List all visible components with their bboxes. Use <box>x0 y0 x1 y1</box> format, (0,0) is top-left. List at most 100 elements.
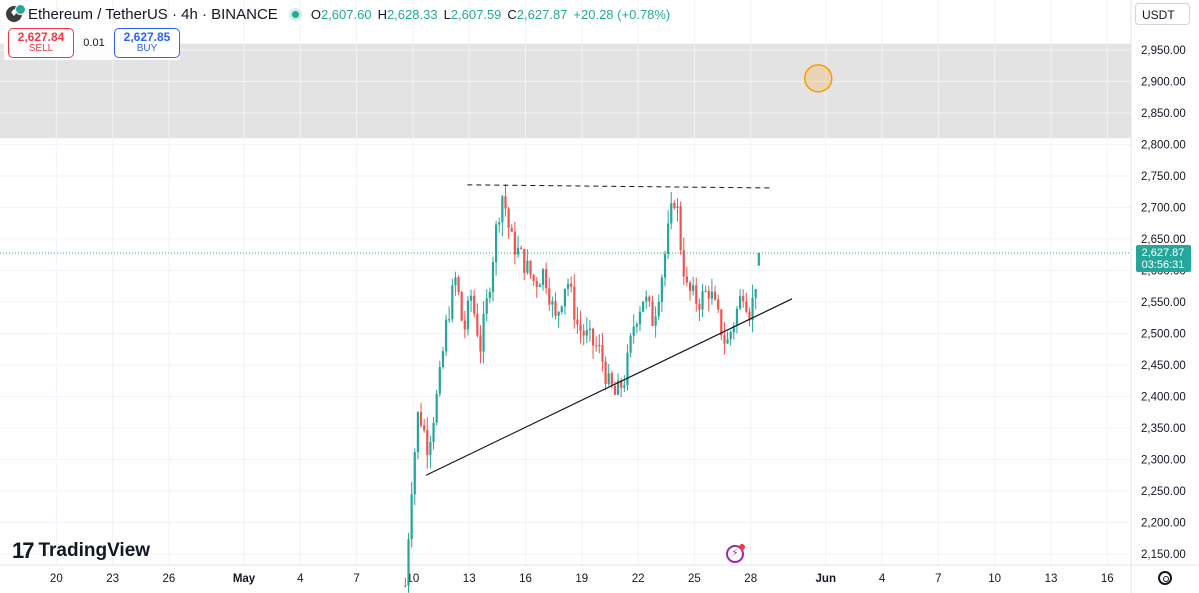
candle-body <box>642 301 645 312</box>
buy-button[interactable]: 2,627.85 BUY <box>114 28 180 58</box>
sell-label: SELL <box>28 43 54 55</box>
candle-body <box>548 288 551 305</box>
price-tick-label: 2,750.00 <box>1141 171 1186 183</box>
candle-body <box>566 283 570 289</box>
candle-body <box>738 296 742 309</box>
candle-body <box>707 290 710 299</box>
time-tick-label: 10 <box>988 573 1001 585</box>
candle-body <box>560 306 563 313</box>
support-trendline <box>425 298 793 476</box>
candle-body <box>507 208 510 228</box>
change-value: +20.28 (+0.78%) <box>573 6 671 22</box>
candle-body <box>704 290 707 292</box>
candle-body <box>591 328 595 346</box>
price-tick-label: 2,150.00 <box>1141 549 1186 561</box>
candle-body <box>551 301 554 305</box>
high-value: 2,628.33 <box>386 6 438 22</box>
symbol-title[interactable]: Ethereum / TetherUS · 4h · BINANCE <box>28 5 278 23</box>
candle-body <box>473 295 476 314</box>
candle-body <box>479 335 482 352</box>
price-tick-label: 2,650.00 <box>1141 234 1186 246</box>
candle-body <box>698 303 701 310</box>
time-tick-label: 23 <box>106 573 119 585</box>
candle-body <box>526 260 529 273</box>
tradingview-logo[interactable]: 17 TradingView <box>12 538 150 564</box>
candle-body <box>488 291 491 299</box>
candle-body <box>651 301 654 326</box>
candle-body <box>510 227 513 232</box>
candle-body <box>513 231 516 255</box>
candle-body <box>441 351 445 368</box>
candle-body <box>654 316 657 326</box>
candle-body <box>685 276 688 283</box>
candle-body <box>457 277 460 293</box>
bar-countdown-label: 03:56:31 <box>1142 259 1185 271</box>
market-status-icon <box>291 10 299 18</box>
sell-button[interactable]: 2,627.84 SELL <box>8 28 74 58</box>
candle-body <box>482 313 485 352</box>
supply-zone <box>0 43 1131 139</box>
price-tick-label: 2,500.00 <box>1141 329 1186 341</box>
candle-body <box>576 319 579 325</box>
candle-body <box>410 494 413 540</box>
candle-body <box>745 301 748 312</box>
price-tick-label: 2,700.00 <box>1141 203 1186 215</box>
candle-body <box>419 412 423 426</box>
candle-body <box>451 285 454 320</box>
candle-body <box>466 300 470 330</box>
chart-header: ♦ Ethereum / TetherUS · 4h · BINANCE O2,… <box>6 3 670 25</box>
open-label: O <box>310 6 321 22</box>
candle-body <box>498 222 501 225</box>
candle-body <box>501 196 504 223</box>
high-label: H <box>377 6 387 22</box>
candle-body <box>463 320 466 330</box>
candle-body <box>720 309 723 336</box>
candle-body <box>732 325 735 333</box>
candle-body <box>588 328 592 331</box>
candle-body <box>679 206 682 251</box>
time-tick-label: 26 <box>163 573 176 585</box>
price-tick-label: 2,800.00 <box>1141 140 1186 152</box>
time-tick-label: Jun <box>816 573 836 585</box>
time-tick-label: 20 <box>50 573 63 585</box>
candle-body <box>751 297 754 321</box>
settings-gear-icon[interactable] <box>1158 571 1172 585</box>
ohlc-legend: O2,607.60 H2,628.33 L2,607.59 C2,627.87 … <box>311 7 670 22</box>
ethereum-icon: ♦ <box>6 4 26 22</box>
candle-body <box>416 412 420 453</box>
candle-body <box>638 311 642 325</box>
candle-body <box>532 274 535 281</box>
price-tick-label: 2,200.00 <box>1141 518 1186 530</box>
time-tick-label: May <box>233 573 256 585</box>
candle-body <box>723 335 726 344</box>
candle-body <box>573 286 576 320</box>
resistance-line <box>467 184 774 189</box>
candle-body <box>485 298 488 314</box>
price-tick-label: 2,300.00 <box>1141 455 1186 467</box>
candle-body <box>435 393 438 423</box>
sell-price: 2,627.84 <box>17 30 65 45</box>
candle-body <box>626 352 629 386</box>
time-tick-label: 16 <box>519 573 532 585</box>
buy-label: BUY <box>136 43 158 55</box>
price-tick-label: 2,950.00 <box>1141 45 1186 57</box>
open-value: 2,607.60 <box>320 6 372 22</box>
candle-body <box>604 361 607 385</box>
candle-body <box>523 248 526 273</box>
currency-selector[interactable]: USDT <box>1135 3 1190 25</box>
candle-body <box>529 260 532 275</box>
tradingview-wordmark: TradingView <box>38 540 151 561</box>
candle-body <box>601 345 604 362</box>
candle-body <box>667 223 670 254</box>
candle-body <box>695 285 698 304</box>
time-tick-label: 13 <box>1045 573 1058 585</box>
time-tick-label: 16 <box>1101 573 1114 585</box>
flash-icon[interactable]: ⚡ <box>726 544 745 563</box>
candle-body <box>426 430 429 456</box>
price-tick-label: 2,850.00 <box>1141 108 1186 120</box>
candle-body <box>692 285 695 291</box>
candle-body <box>504 196 507 209</box>
close-label: C <box>507 6 517 22</box>
candle-body <box>673 203 676 208</box>
